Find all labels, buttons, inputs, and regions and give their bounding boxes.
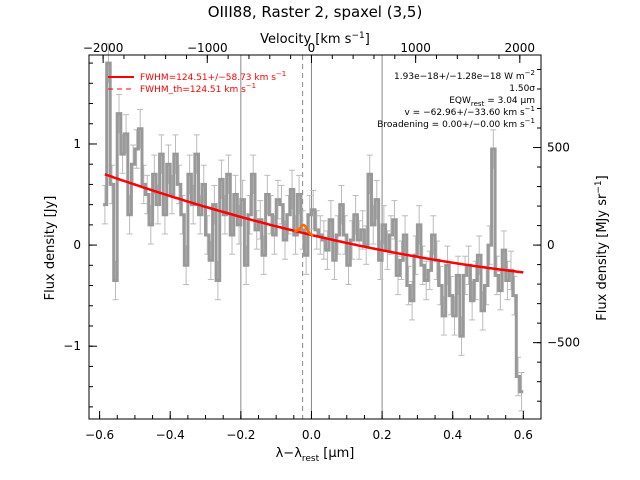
legend: FWHM=124.51+/−58.73 km s−1 FWHM_th=124.5… — [108, 70, 286, 95]
right-tick-label: 0 — [547, 238, 555, 252]
fit-gaussian-line — [293, 223, 314, 237]
x-tick-label: −0.2 — [226, 428, 255, 442]
annotation-broadening: Broadening = 0.00+/−0.00 km s−1 — [377, 117, 535, 130]
x-tick-label: −0.4 — [156, 428, 185, 442]
annotation-flux: 1.93e−18+/−1.28e−18 W m−2 — [394, 69, 535, 82]
x-axis-label-sub: rest — [302, 454, 320, 464]
x-axis-label: λ−λrest [μm] — [276, 446, 355, 464]
right-tick-label: −500 — [547, 336, 580, 350]
right-axis-label-sup: −1 — [594, 180, 604, 193]
x-tick-label: 0.4 — [443, 428, 462, 442]
right-axis-label: Flux density [MJy sr−1] — [594, 175, 610, 320]
annotation-velocity: v = −62.96+/−33.60 km s−1 — [405, 105, 536, 118]
x-tick-label: 0.6 — [514, 428, 533, 442]
top-tick-label: 2000 — [505, 41, 536, 55]
y-tick-label: 1 — [73, 137, 81, 151]
right-axis-ticks: −500 0 500 — [533, 68, 580, 402]
x-axis-ticks: −0.6 −0.4 −0.2 0.0 0.2 0.4 0.6 — [85, 411, 533, 442]
x-tick-label: −0.6 — [85, 428, 114, 442]
chart-title: OIII88, Raster 2, spaxel (3,5) — [208, 3, 423, 21]
top-tick-label: 1000 — [400, 41, 431, 55]
annotation-eqw: EQWrest = 3.04 μm — [449, 96, 535, 108]
top-axis-ticks: −2000 −1000 0 1000 2000 — [83, 41, 535, 63]
legend-label-fwhm: FWHM=124.51+/−58.73 km s−1 — [140, 70, 286, 83]
y-axis-ticks: −1 0 1 — [63, 62, 97, 408]
legend-label-fwhm-th: FWHM_th=124.51 km s−1 — [140, 82, 256, 95]
y-tick-label: −1 — [63, 339, 81, 353]
annotation-sigma: 1.50σ — [509, 84, 535, 94]
fit-baseline-line — [104, 173, 524, 274]
data-series-line — [103, 61, 524, 394]
annotations: 1.93e−18+/−1.28e−18 W m−2 1.50σ EQWrest … — [377, 69, 535, 130]
top-tick-label: −1000 — [187, 41, 228, 55]
x-tick-label: 0.2 — [373, 428, 392, 442]
top-axis-label: Velocity [km s−1] — [260, 31, 370, 47]
top-tick-label: −2000 — [83, 41, 124, 55]
right-tick-label: 500 — [547, 141, 570, 155]
plot-frame — [88, 54, 542, 420]
y-axis-label: Flux density [Jy] — [43, 196, 58, 301]
top-tick-label: 0 — [308, 41, 316, 55]
x-tick-label: 0.0 — [302, 428, 321, 442]
top-axis-label-sup: −1 — [351, 31, 364, 41]
y-tick-label: 0 — [73, 238, 81, 252]
